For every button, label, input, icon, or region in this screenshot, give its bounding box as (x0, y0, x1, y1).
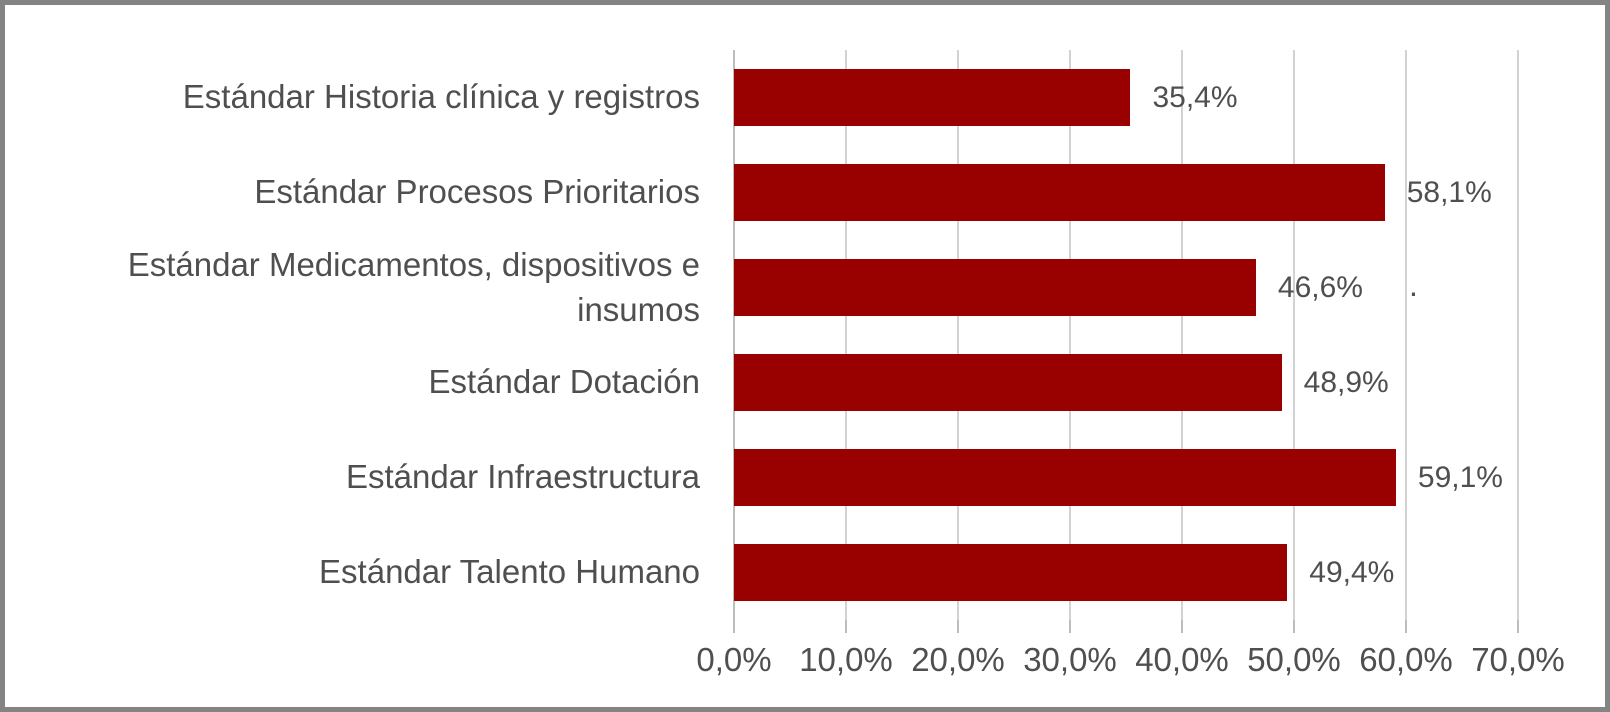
x-axis-tick-label: 20,0% (911, 641, 1005, 678)
value-label: 35,4% (1152, 80, 1238, 114)
category-axis-line (733, 50, 735, 620)
x-gridline (1405, 50, 1407, 620)
x-axis-tick (957, 620, 959, 633)
value-label: 59,1% (1417, 460, 1503, 494)
value-label: 58,1% (1406, 175, 1492, 209)
category-label: Estándar Infraestructura (345, 458, 700, 496)
category-label: Estándar Procesos Prioritarios (254, 173, 700, 211)
x-axis-tick-label: 30,0% (1023, 641, 1117, 678)
value-label: 49,4% (1309, 555, 1395, 589)
x-gridline (1069, 50, 1071, 620)
bar (734, 354, 1282, 411)
x-axis-tick-label: 40,0% (1135, 641, 1229, 678)
x-axis-tick-label: 10,0% (799, 641, 893, 678)
x-axis-tick (1293, 620, 1295, 633)
bar (734, 259, 1256, 316)
value-label: 46,6% (1277, 270, 1363, 304)
x-axis-tick-label: 50,0% (1247, 641, 1341, 678)
x-axis-tick (845, 620, 847, 633)
stray-dot-annotation: . (1409, 267, 1418, 303)
x-axis-tick-label: 0,0% (696, 641, 772, 678)
x-gridline (1517, 50, 1519, 620)
category-label: Estándar Medicamentos, dispositivos e in… (127, 245, 700, 328)
bar (734, 449, 1396, 506)
category-label: Estándar Talento Humano (319, 553, 700, 591)
bar (734, 69, 1131, 126)
x-axis-tick (1181, 620, 1183, 633)
x-gridline (957, 50, 959, 620)
x-gridline (1181, 50, 1183, 620)
bar (734, 544, 1288, 601)
x-axis-tick (733, 620, 735, 633)
category-label: Estándar Dotación (428, 363, 701, 401)
x-axis-tick (1405, 620, 1407, 633)
x-axis-tick-label: 60,0% (1359, 641, 1453, 678)
x-axis-tick-label: 70,0% (1471, 641, 1565, 678)
bar (734, 164, 1385, 221)
x-axis-tick (1517, 620, 1519, 633)
x-gridline (845, 50, 847, 620)
category-label: Estándar Historia clínica y registros (182, 78, 700, 116)
x-gridline (1293, 50, 1295, 620)
value-label: 48,9% (1303, 365, 1389, 399)
x-axis-tick (1069, 620, 1071, 633)
